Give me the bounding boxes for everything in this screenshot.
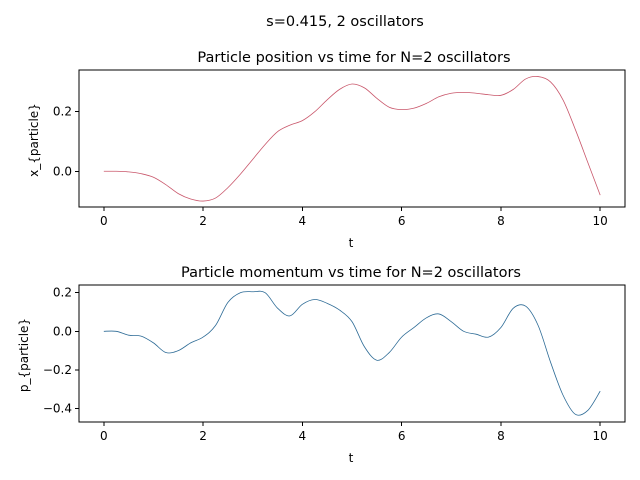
position-plot-frame: [78, 69, 626, 208]
momentum-plot-frame: [78, 284, 626, 423]
position-plot-title: Particle position vs time for N=2 oscill…: [197, 50, 510, 66]
momentum-x-tick-label: 0: [100, 429, 108, 443]
position-x-tick-label: 6: [398, 214, 406, 228]
momentum-subplot: Particle momentum vs time for N=2 oscill…: [17, 265, 626, 465]
position-x-tick-label: 0: [100, 214, 108, 228]
position-y-tick-label: 0.2: [53, 105, 72, 119]
momentum-series-line: [103, 290, 601, 416]
momentum-series-lines: [103, 290, 601, 416]
position-y-tick-label: 0.0: [53, 164, 72, 178]
position-x-tick-label: 8: [497, 214, 505, 228]
momentum-x-tick-label: 6: [398, 429, 406, 443]
momentum-x-tick-label: 8: [497, 429, 505, 443]
position-series-lines: [103, 76, 601, 202]
figure-suptitle: s=0.415, 2 oscillators: [266, 14, 424, 30]
position-x-axis-label: t: [349, 236, 354, 250]
position-x-tick-label: 4: [299, 214, 307, 228]
momentum-x-tick-label: 2: [199, 429, 207, 443]
position-axis-ticks: 0 2 4 6 8 10 0.0 0.2: [53, 105, 608, 228]
momentum-axis-ticks: 0 2 4 6 8 10 0.2 0.0 −0.2 −0.4: [43, 286, 608, 443]
momentum-y-tick-label: 0.0: [53, 324, 72, 338]
position-x-tick-label: 10: [593, 214, 608, 228]
position-series-line: [103, 76, 601, 202]
momentum-plot-title: Particle momentum vs time for N=2 oscill…: [181, 265, 521, 281]
momentum-x-tick-label: 10: [593, 429, 608, 443]
position-y-axis-label: x_{particle}: [27, 103, 41, 177]
position-x-tick-label: 2: [199, 214, 207, 228]
momentum-y-tick-label: −0.4: [43, 401, 72, 415]
momentum-y-tick-label: −0.2: [43, 363, 72, 377]
momentum-y-tick-label: 0.2: [53, 286, 72, 300]
momentum-x-axis-label: t: [349, 451, 354, 465]
position-subplot: Particle position vs time for N=2 oscill…: [27, 50, 626, 250]
momentum-y-axis-label: p_{particle}: [17, 318, 31, 392]
momentum-x-tick-label: 4: [299, 429, 307, 443]
